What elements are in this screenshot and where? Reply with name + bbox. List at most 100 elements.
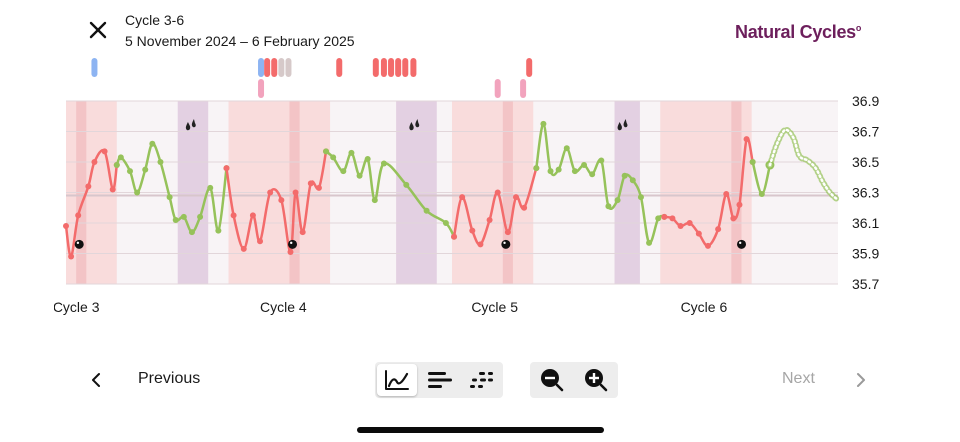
- dots-view-button[interactable]: [461, 364, 501, 396]
- dots-icon: [470, 372, 493, 388]
- temperature-point: [371, 197, 378, 204]
- event-marker: [91, 58, 98, 77]
- event-marker: [264, 58, 271, 77]
- temperature-point: [403, 181, 410, 188]
- drop-icon: [617, 119, 628, 131]
- temperature-point: [533, 165, 540, 172]
- event-marker: [410, 58, 417, 77]
- event-marker: [285, 58, 292, 77]
- ovulation-marker-shine: [290, 241, 293, 245]
- temperature-point: [340, 168, 347, 175]
- line-chart-view-button[interactable]: [377, 364, 417, 396]
- temperature-point: [459, 194, 466, 201]
- temperature-point: [85, 183, 92, 190]
- y-tick-label: 35.7: [852, 276, 879, 292]
- next-button[interactable]: Next: [782, 370, 815, 387]
- temperature-point: [230, 212, 237, 219]
- close-icon[interactable]: [86, 18, 110, 42]
- event-marker: [271, 58, 278, 77]
- temperature-point: [547, 168, 554, 175]
- temperature-point: [315, 184, 322, 191]
- y-tick-label: 36.9: [852, 93, 879, 109]
- ovulation-marker: [288, 239, 298, 249]
- temperature-point: [730, 215, 737, 222]
- temperature-chart: 36.9 36.7 36.5 36.3 36.1 35.9 35.7 Cycle 3 Cycle…: [0, 58, 880, 320]
- zoom-in-icon: [585, 369, 608, 392]
- temperature-point: [555, 166, 562, 173]
- temperature-point: [356, 172, 363, 179]
- brand-logo: Natural Cycleso: [735, 22, 862, 42]
- previous-button[interactable]: Previous: [138, 370, 201, 387]
- y-tick-label: 36.3: [852, 185, 879, 201]
- temperature-point: [249, 212, 256, 219]
- temperature-point: [695, 230, 702, 237]
- home-indicator: [357, 427, 604, 433]
- temperature-point: [598, 157, 605, 164]
- temperature-point: [637, 194, 644, 201]
- ovulation-marker: [74, 239, 84, 249]
- temperature-point: [109, 186, 116, 193]
- temperature-point: [521, 204, 528, 211]
- ovulation-marker-shine: [739, 241, 742, 245]
- date-range: 5 November 2024 – 6 February 2025: [125, 33, 355, 49]
- temperature-line: [452, 167, 538, 246]
- temperature-point: [63, 223, 69, 230]
- event-marker: [402, 58, 409, 77]
- temperature-point: [504, 229, 511, 236]
- temperature-point: [215, 227, 222, 234]
- temperature-point: [686, 220, 693, 226]
- temperature-point: [661, 213, 668, 220]
- temperature-point: [101, 148, 108, 155]
- temperature-point: [323, 148, 330, 155]
- temperature-point: [715, 226, 722, 233]
- temperature-point: [451, 233, 458, 240]
- temperature-point: [180, 213, 187, 220]
- temperature-point: [188, 229, 195, 236]
- chevron-left-icon[interactable]: [86, 370, 106, 390]
- temperature-point: [287, 248, 294, 255]
- chevron-right-icon[interactable]: [851, 370, 871, 390]
- cycle-label: Cycle 3: [53, 299, 100, 315]
- temperature-point: [240, 245, 247, 252]
- ovulation-marker-shine: [76, 241, 80, 245]
- temperature-point: [743, 136, 750, 143]
- temperature-point: [278, 197, 285, 204]
- temperature-point: [166, 194, 173, 201]
- ovulation-marker: [501, 239, 511, 249]
- temperature-point: [629, 177, 636, 184]
- event-marker: [336, 58, 343, 77]
- temperature-point: [75, 212, 82, 219]
- ovulation-marker-shine: [503, 241, 506, 245]
- temperature-point: [442, 220, 449, 226]
- zoom-out-button[interactable]: [532, 364, 572, 396]
- temperature-point: [134, 189, 141, 196]
- zoom-in-button[interactable]: [576, 364, 616, 396]
- y-tick-label: 36.1: [852, 215, 879, 231]
- page-title: Cycle 3-6: [125, 12, 185, 28]
- temperature-point: [207, 184, 214, 191]
- temperature-point: [267, 189, 274, 196]
- temperature-point: [299, 229, 306, 236]
- bottom-toolbar: Previous: [0, 360, 960, 400]
- temperature-point: [307, 180, 314, 187]
- temperature-point: [223, 165, 230, 172]
- temperature-point: [477, 241, 484, 248]
- temperature-point: [68, 253, 75, 260]
- temperature-point: [758, 191, 765, 198]
- temperature-point: [723, 191, 730, 198]
- temperature-point: [669, 215, 676, 222]
- temperature-point: [512, 194, 519, 201]
- temperature-point: [563, 145, 570, 152]
- zoom-switcher: [530, 362, 618, 398]
- label-clip: [0, 295, 54, 320]
- event-marker: [520, 79, 527, 98]
- temperature-point: [605, 203, 612, 210]
- temperature-point: [257, 238, 264, 245]
- temperature-point: [494, 189, 501, 196]
- bar-view-button[interactable]: [419, 364, 459, 396]
- temperature-point: [142, 166, 149, 173]
- y-tick-label: 36.7: [852, 124, 879, 140]
- temperature-point: [292, 189, 299, 196]
- temperature-point: [621, 172, 628, 179]
- temperature-point: [364, 155, 371, 162]
